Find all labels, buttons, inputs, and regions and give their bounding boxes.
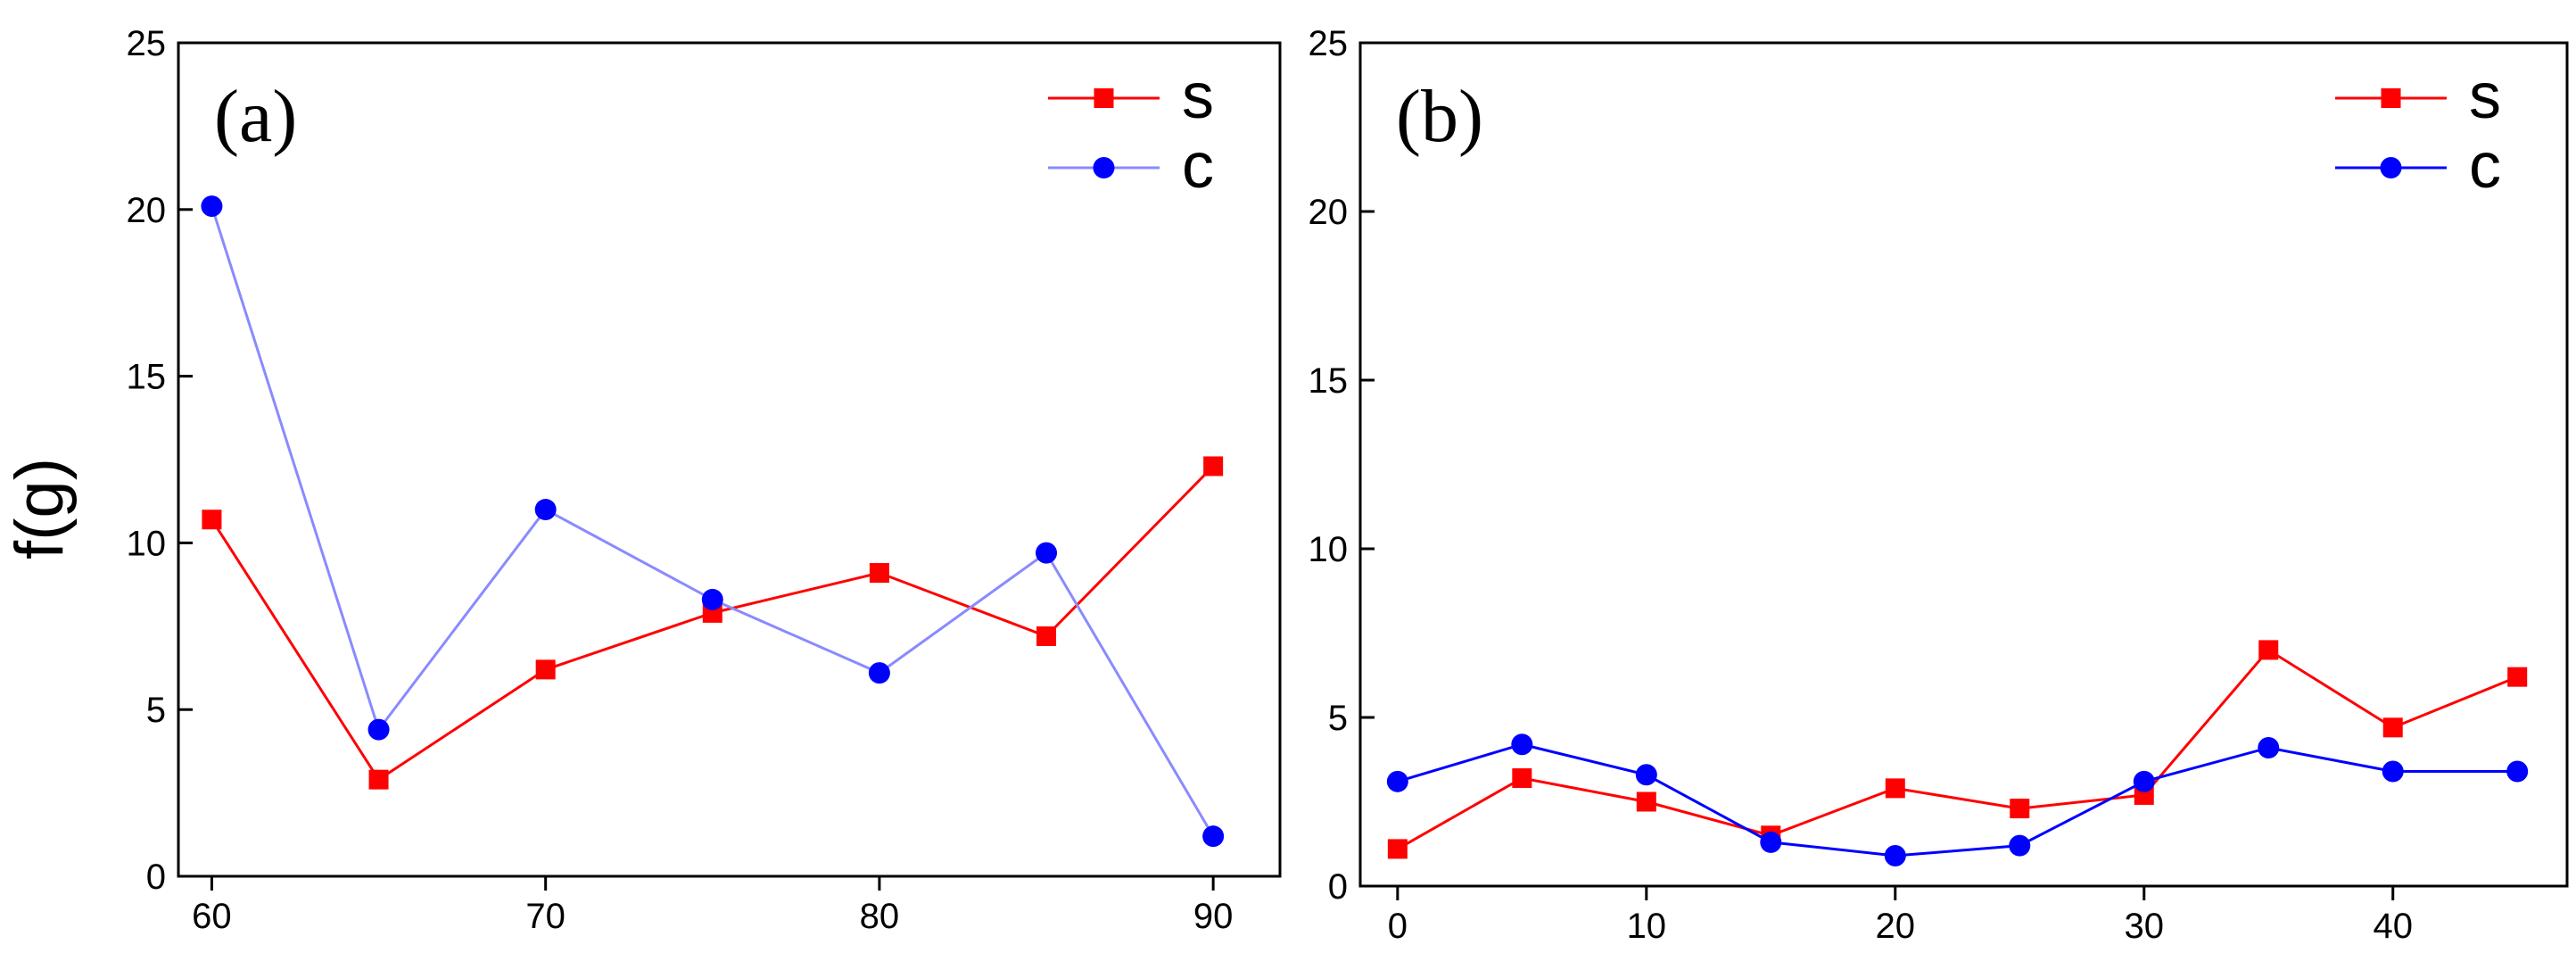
panel-label-a: (a) (214, 75, 297, 158)
y-tick-label-a-25: 25 (127, 24, 167, 63)
x-tick-label-a-60: 60 (192, 897, 232, 936)
x-tick-label-b-20: 20 (1876, 907, 1916, 946)
x-tick-label-a-70: 70 (525, 897, 566, 936)
point-s-b-5 (1512, 768, 1532, 789)
y-tick-label-a-15: 15 (127, 358, 167, 397)
chart-panel-b: 0 5 10 15 20 25 0 10 20 30 40 (b) sc (1309, 24, 2569, 946)
legend-label-c-b: c (2469, 130, 2501, 202)
point-s-b-40 (2382, 717, 2403, 738)
x-tick-label-a-90: 90 (1193, 897, 1234, 936)
point-s-b-20 (1885, 778, 1905, 799)
y-tick-label-a-10: 10 (127, 524, 167, 563)
plot-frame-b (1358, 41, 2569, 888)
point-c-a-70 (534, 499, 557, 521)
y-tick-label-b-25: 25 (1309, 24, 1349, 63)
point-s-b-45 (2507, 667, 2528, 687)
point-s-a-70 (535, 659, 556, 680)
point-c-b-20 (1884, 844, 1906, 866)
legend-marker-s-b (2381, 88, 2401, 108)
legend-marker-c-b (2380, 157, 2402, 178)
x-tick-label-b-30: 30 (2125, 907, 2165, 946)
series-line-c-b (1397, 742, 2518, 858)
point-c-b-40 (2382, 760, 2404, 783)
x-tick-label-a-80: 80 (860, 897, 900, 936)
x-tick-label-b-40: 40 (2373, 907, 2413, 946)
series-line-s-a (211, 465, 1215, 782)
point-s-a-65 (368, 769, 389, 790)
y-axis-label-a: f(g) (2, 458, 78, 559)
point-c-a-80 (868, 662, 890, 684)
panel-label-b: (b) (1396, 75, 1483, 158)
y-tick-label-b-0: 0 (1328, 867, 1348, 907)
point-s-b-10 (1636, 791, 1656, 812)
y-tick-label-b-15: 15 (1309, 361, 1349, 401)
point-c-a-85 (1036, 542, 1058, 564)
point-c-a-60 (201, 195, 223, 218)
y-tick-label-b-10: 10 (1309, 530, 1349, 569)
series-line-c-a (210, 205, 1215, 837)
point-c-b-15 (1760, 831, 1782, 853)
legend-label-s-a: s (1182, 61, 1214, 132)
chart-panel-a: 0 5 10 15 20 25 60 70 80 90 (a) sc (127, 24, 1282, 936)
point-c-b-5 (1511, 733, 1533, 756)
point-c-a-90 (1202, 825, 1225, 848)
y-tick-label-a-20: 20 (127, 191, 167, 230)
point-s-b-35 (2258, 640, 2279, 660)
legend-marker-s-a (1094, 88, 1114, 108)
series-line-s-b (1397, 648, 2518, 850)
point-c-b-30 (2133, 770, 2155, 792)
point-s-a-85 (1036, 626, 1057, 647)
y-tick-label-b-20: 20 (1309, 193, 1349, 232)
point-c-b-25 (2009, 834, 2031, 857)
point-c-a-65 (367, 718, 390, 741)
plot-frame-a (177, 41, 1282, 878)
point-c-b-45 (2506, 760, 2529, 783)
point-s-b-25 (2010, 799, 2030, 819)
point-s-a-60 (202, 510, 222, 530)
point-c-b-35 (2258, 737, 2280, 759)
point-s-a-90 (1203, 456, 1224, 476)
point-c-b-10 (1635, 764, 1657, 786)
legend-label-s-b: s (2469, 61, 2501, 132)
point-c-a-75 (701, 588, 723, 610)
legend-marker-c-a (1093, 157, 1115, 178)
y-tick-label-a-5: 5 (146, 691, 166, 730)
x-tick-label-b-0: 0 (1388, 907, 1408, 946)
legend-label-c-a: c (1182, 130, 1214, 202)
point-s-a-80 (869, 563, 889, 584)
point-c-b-0 (1386, 770, 1408, 792)
y-tick-label-b-5: 5 (1328, 699, 1348, 738)
x-tick-label-b-10: 10 (1627, 907, 1667, 946)
point-s-b-0 (1387, 839, 1408, 859)
y-tick-label-a-0: 0 (146, 858, 166, 897)
